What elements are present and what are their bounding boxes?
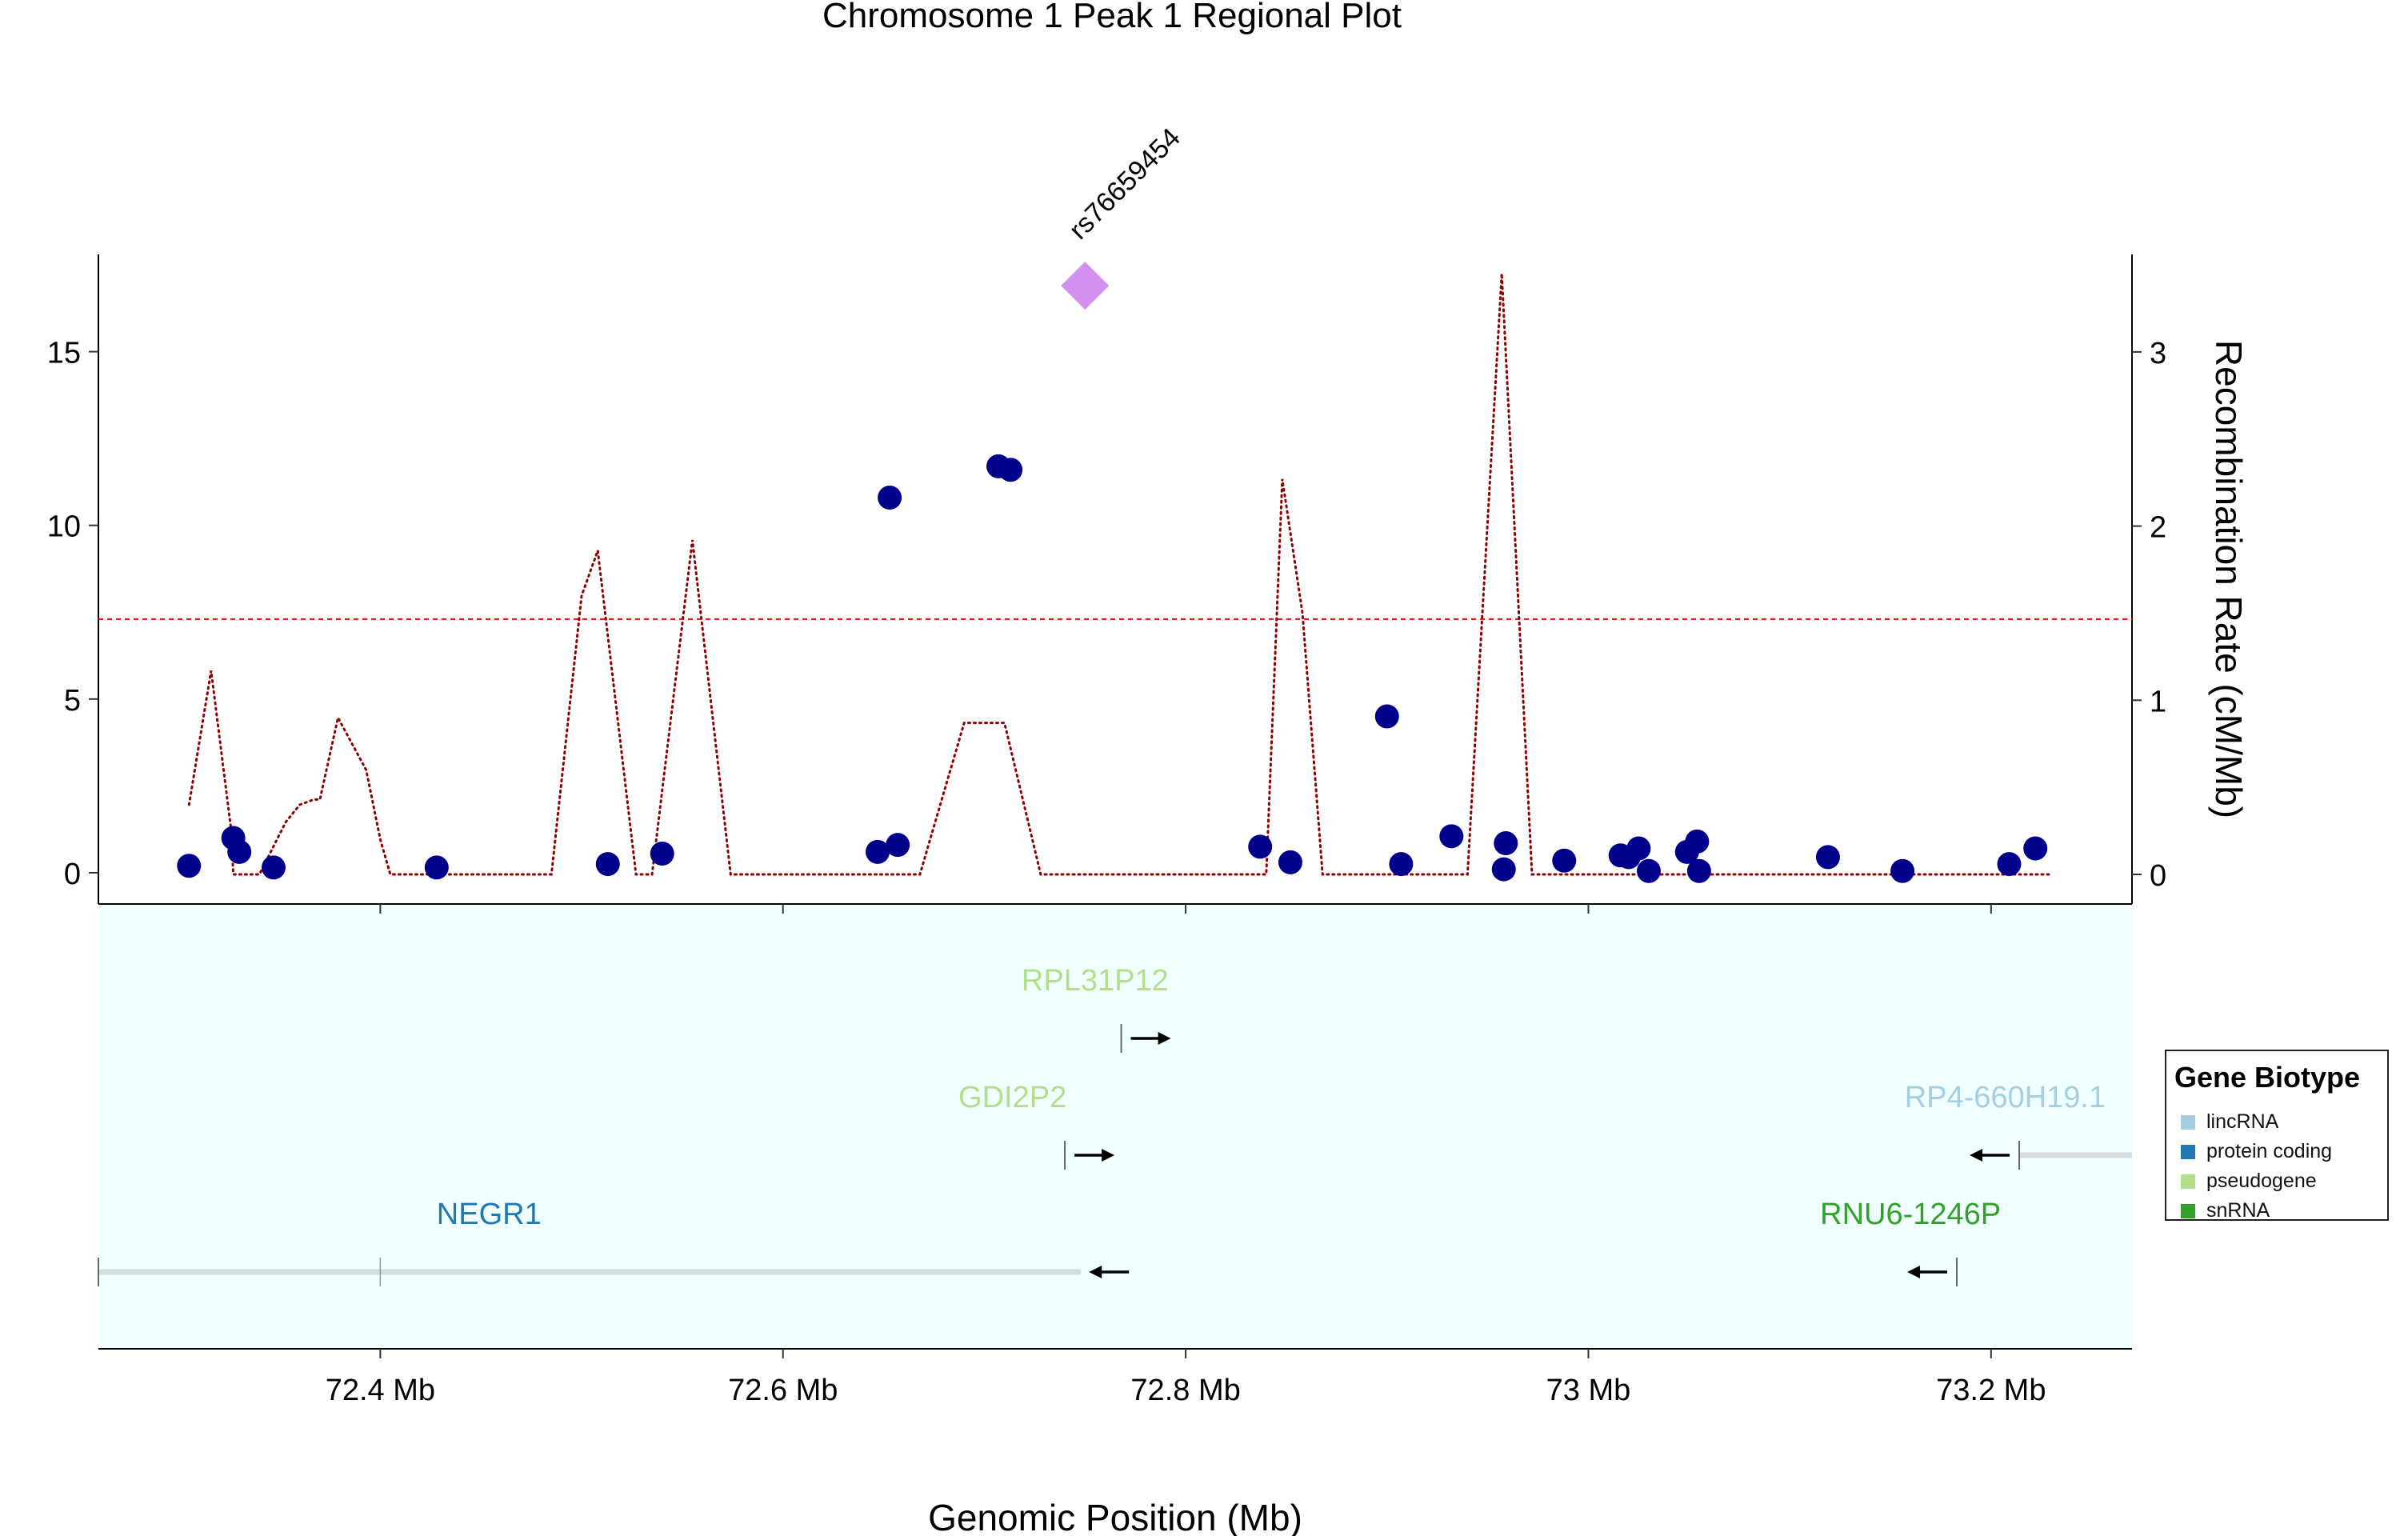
y-left-tick-label: 15 xyxy=(47,337,81,370)
x-tick-label: 73.2 Mb xyxy=(1936,1374,2046,1407)
legend-item: snRNA xyxy=(2174,1196,2379,1226)
snp-point xyxy=(1815,845,1840,870)
y-right-tick-label: 1 xyxy=(2150,685,2166,718)
x-tick-label: 73 Mb xyxy=(1546,1374,1631,1407)
legend-swatch xyxy=(2181,1174,2195,1189)
snp-point xyxy=(227,839,252,864)
legend-swatch xyxy=(2181,1114,2195,1130)
snp-point xyxy=(177,854,202,878)
strand-arrow-head xyxy=(1102,1149,1115,1162)
legend-swatch xyxy=(2181,1144,2195,1159)
strand-arrow-head xyxy=(1089,1266,1102,1278)
legend-label: lincRNA xyxy=(2206,1110,2279,1133)
legend-items: lincRNA protein coding pseudogene snRNA xyxy=(2174,1107,2379,1226)
y-left-tick-label: 0 xyxy=(64,858,81,891)
snp-point xyxy=(1278,850,1302,874)
snp-point xyxy=(1890,858,1915,883)
lead-snp-diamond xyxy=(1061,262,1110,310)
gene-label: GDI2P2 xyxy=(958,1081,1066,1114)
y-right-tick-label: 0 xyxy=(2150,859,2166,893)
snp-point xyxy=(1552,848,1577,873)
lead-snp-label: rs76659454 xyxy=(1063,122,1186,246)
snp-point xyxy=(866,839,890,864)
legend-label: protein coding xyxy=(2206,1140,2333,1162)
snp-point xyxy=(595,852,620,877)
snp-point xyxy=(998,458,1023,482)
snp-point xyxy=(886,833,910,858)
snp-point xyxy=(1374,704,1399,729)
snp-point xyxy=(424,855,449,880)
snp-point xyxy=(1626,836,1651,861)
recombination-rate-line xyxy=(187,273,2053,876)
legend-title: Gene Biotype xyxy=(2174,1061,2361,1094)
snp-point xyxy=(650,842,674,866)
chart-title: Chromosome 1 Peak 1 Regional Plot xyxy=(822,0,1402,35)
legend-label: snRNA xyxy=(2206,1199,2270,1222)
snp-point xyxy=(1686,858,1711,883)
x-tick-label: 72.4 Mb xyxy=(326,1374,435,1407)
snp-point xyxy=(1997,852,2022,877)
x-tick-label: 72.6 Mb xyxy=(728,1374,838,1407)
strand-arrow-head xyxy=(1907,1266,1921,1278)
y-right-axis-title: Recombination Rate (cM/Mb) xyxy=(2208,340,2250,818)
snp-point xyxy=(1491,857,1516,882)
y-left-tick-label: 5 xyxy=(64,684,81,718)
snp-point xyxy=(1636,858,1661,883)
snp-point xyxy=(1389,852,1414,877)
snp-point xyxy=(261,855,286,880)
gene-label: RNU6-1246P xyxy=(1820,1198,2001,1231)
x-axis-title: Genomic Position (Mb) xyxy=(928,1497,1302,1536)
legend-label: pseudogene xyxy=(2206,1170,2317,1192)
strand-arrow-head xyxy=(1158,1032,1171,1045)
snp-point xyxy=(1494,831,1518,856)
y-right-tick-label: 2 xyxy=(2150,511,2166,545)
legend-swatch xyxy=(2181,1203,2195,1218)
snp-point xyxy=(1685,829,1710,854)
snp-point xyxy=(878,485,902,510)
legend-item: pseudogene xyxy=(2174,1166,2379,1196)
gene-biotype-legend: Gene Biotype lincRNA protein coding pseudo… xyxy=(2165,1050,2389,1222)
snp-point xyxy=(2023,836,2048,861)
legend-item: protein coding xyxy=(2174,1137,2379,1166)
strand-arrow-head xyxy=(1970,1149,1983,1162)
y-left-tick-label: 10 xyxy=(47,510,81,544)
snp-point xyxy=(1248,834,1273,859)
legend-item: lincRNA xyxy=(2174,1107,2379,1137)
gene-label: RP4-660H19.1 xyxy=(1905,1081,2106,1114)
y-right-tick-label: 3 xyxy=(2150,337,2166,370)
snp-point xyxy=(1439,824,1464,849)
x-tick-label: 72.8 Mb xyxy=(1130,1374,1240,1407)
gene-label: NEGR1 xyxy=(437,1198,542,1231)
gene-label: RPL31P12 xyxy=(1022,964,1169,998)
